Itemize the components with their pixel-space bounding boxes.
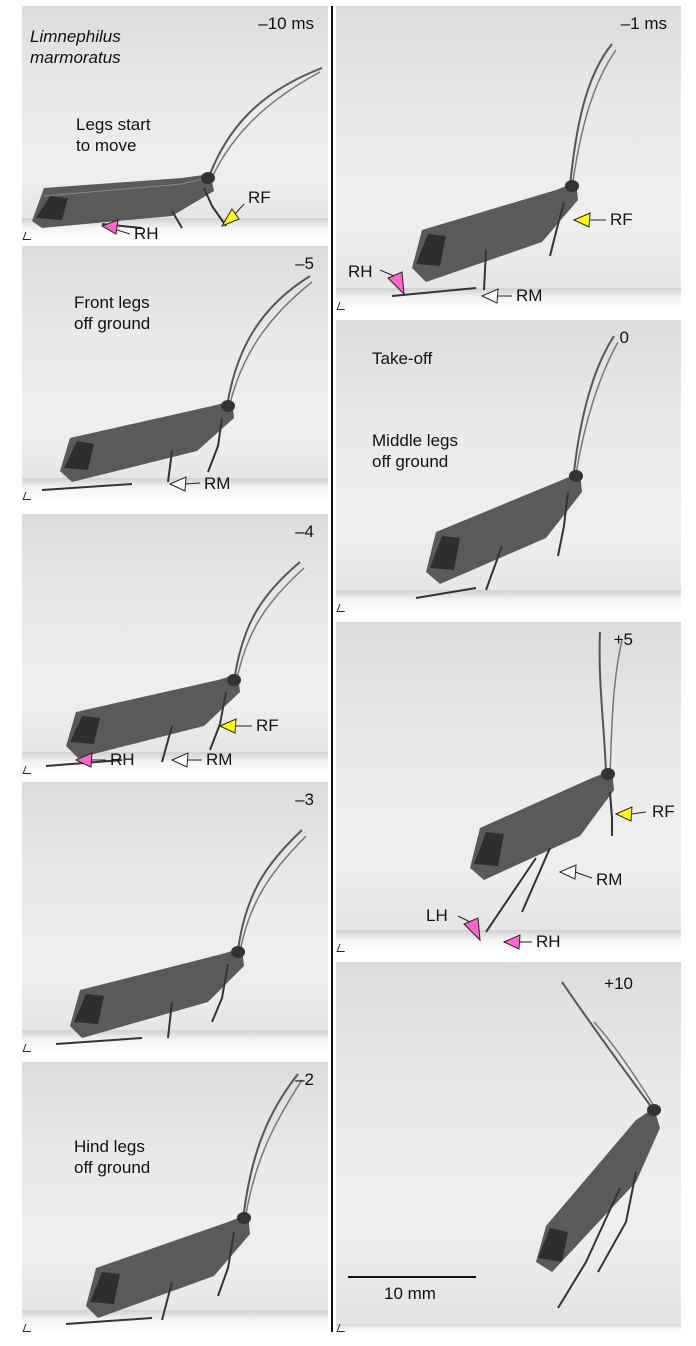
frame-0-takeoff: 0 Take-off Middle legs off ground bbox=[336, 320, 681, 614]
annotation-takeoff: Take-off bbox=[372, 349, 433, 368]
frame-minus-3: –3 bbox=[22, 782, 328, 1054]
label-LH: LH bbox=[426, 906, 448, 925]
frame-plus-5: +5 RF RM LH RH bbox=[336, 622, 681, 954]
column-divider bbox=[331, 6, 333, 1332]
label-RF: RF bbox=[256, 716, 279, 735]
caddisfly-image bbox=[470, 631, 623, 933]
caddisfly-image bbox=[65, 1073, 303, 1325]
ground-surface bbox=[22, 1310, 328, 1334]
time-label: +10 bbox=[604, 974, 633, 993]
frame-minus-1ms: –1 ms RF RH RM bbox=[336, 6, 681, 312]
frame-plus-10: +10 10 mm bbox=[336, 962, 681, 1334]
label-RF: RF bbox=[652, 802, 675, 821]
time-label: –1 ms bbox=[620, 14, 667, 33]
label-RF: RF bbox=[248, 188, 271, 207]
label-RH: RH bbox=[348, 262, 373, 281]
annotation-note: Legs start to move bbox=[76, 115, 151, 155]
frame-minus-10ms: Limnephilus marmoratus –10 ms Legs start t… bbox=[22, 6, 328, 242]
label-RM: RM bbox=[206, 750, 233, 769]
time-label: –4 bbox=[295, 522, 314, 541]
time-label: –3 bbox=[295, 790, 314, 809]
annotation-note: Front legs off ground bbox=[74, 293, 151, 333]
caddisfly-image bbox=[41, 275, 313, 491]
ground-surface bbox=[336, 1324, 681, 1334]
time-label: –2 bbox=[295, 1070, 314, 1089]
label-RF: RF bbox=[610, 210, 633, 229]
label-RH: RH bbox=[134, 224, 159, 242]
label-RH: RH bbox=[110, 750, 135, 769]
time-label: –10 ms bbox=[258, 14, 314, 33]
label-RM: RM bbox=[204, 474, 231, 493]
caddisfly-image bbox=[32, 67, 323, 229]
ground-surface bbox=[336, 590, 681, 614]
caddisfly-image bbox=[415, 335, 619, 599]
annotation-note: Hind legs off ground bbox=[74, 1137, 151, 1177]
species-name: Limnephilus marmoratus bbox=[30, 27, 121, 67]
frame-minus-5: –5 Front legs off ground RM bbox=[22, 246, 328, 502]
leg-arrows bbox=[168, 476, 201, 492]
label-RH: RH bbox=[536, 932, 561, 951]
annotation-note: Middle legs off ground bbox=[372, 431, 458, 471]
label-RM: RM bbox=[516, 286, 543, 305]
label-RM: RM bbox=[596, 870, 623, 889]
leg-arrows bbox=[74, 718, 252, 768]
caddisfly-image bbox=[55, 829, 307, 1045]
frame-minus-4: –4 RF RH RM bbox=[22, 514, 328, 776]
scale-bar-label: 10 mm bbox=[384, 1284, 436, 1303]
caddisfly-image bbox=[536, 981, 661, 1309]
ground-surface bbox=[336, 288, 681, 312]
leg-arrows bbox=[457, 806, 647, 950]
scale-bar bbox=[348, 1276, 476, 1278]
time-label: +5 bbox=[613, 630, 633, 649]
frame-minus-2: –2 Hind legs off ground bbox=[22, 1062, 328, 1334]
leg-arrows bbox=[379, 212, 606, 304]
time-label: –5 bbox=[295, 254, 314, 273]
caddisfly-image bbox=[391, 43, 617, 297]
leg-arrows bbox=[100, 203, 245, 235]
time-label: 0 bbox=[619, 328, 629, 347]
